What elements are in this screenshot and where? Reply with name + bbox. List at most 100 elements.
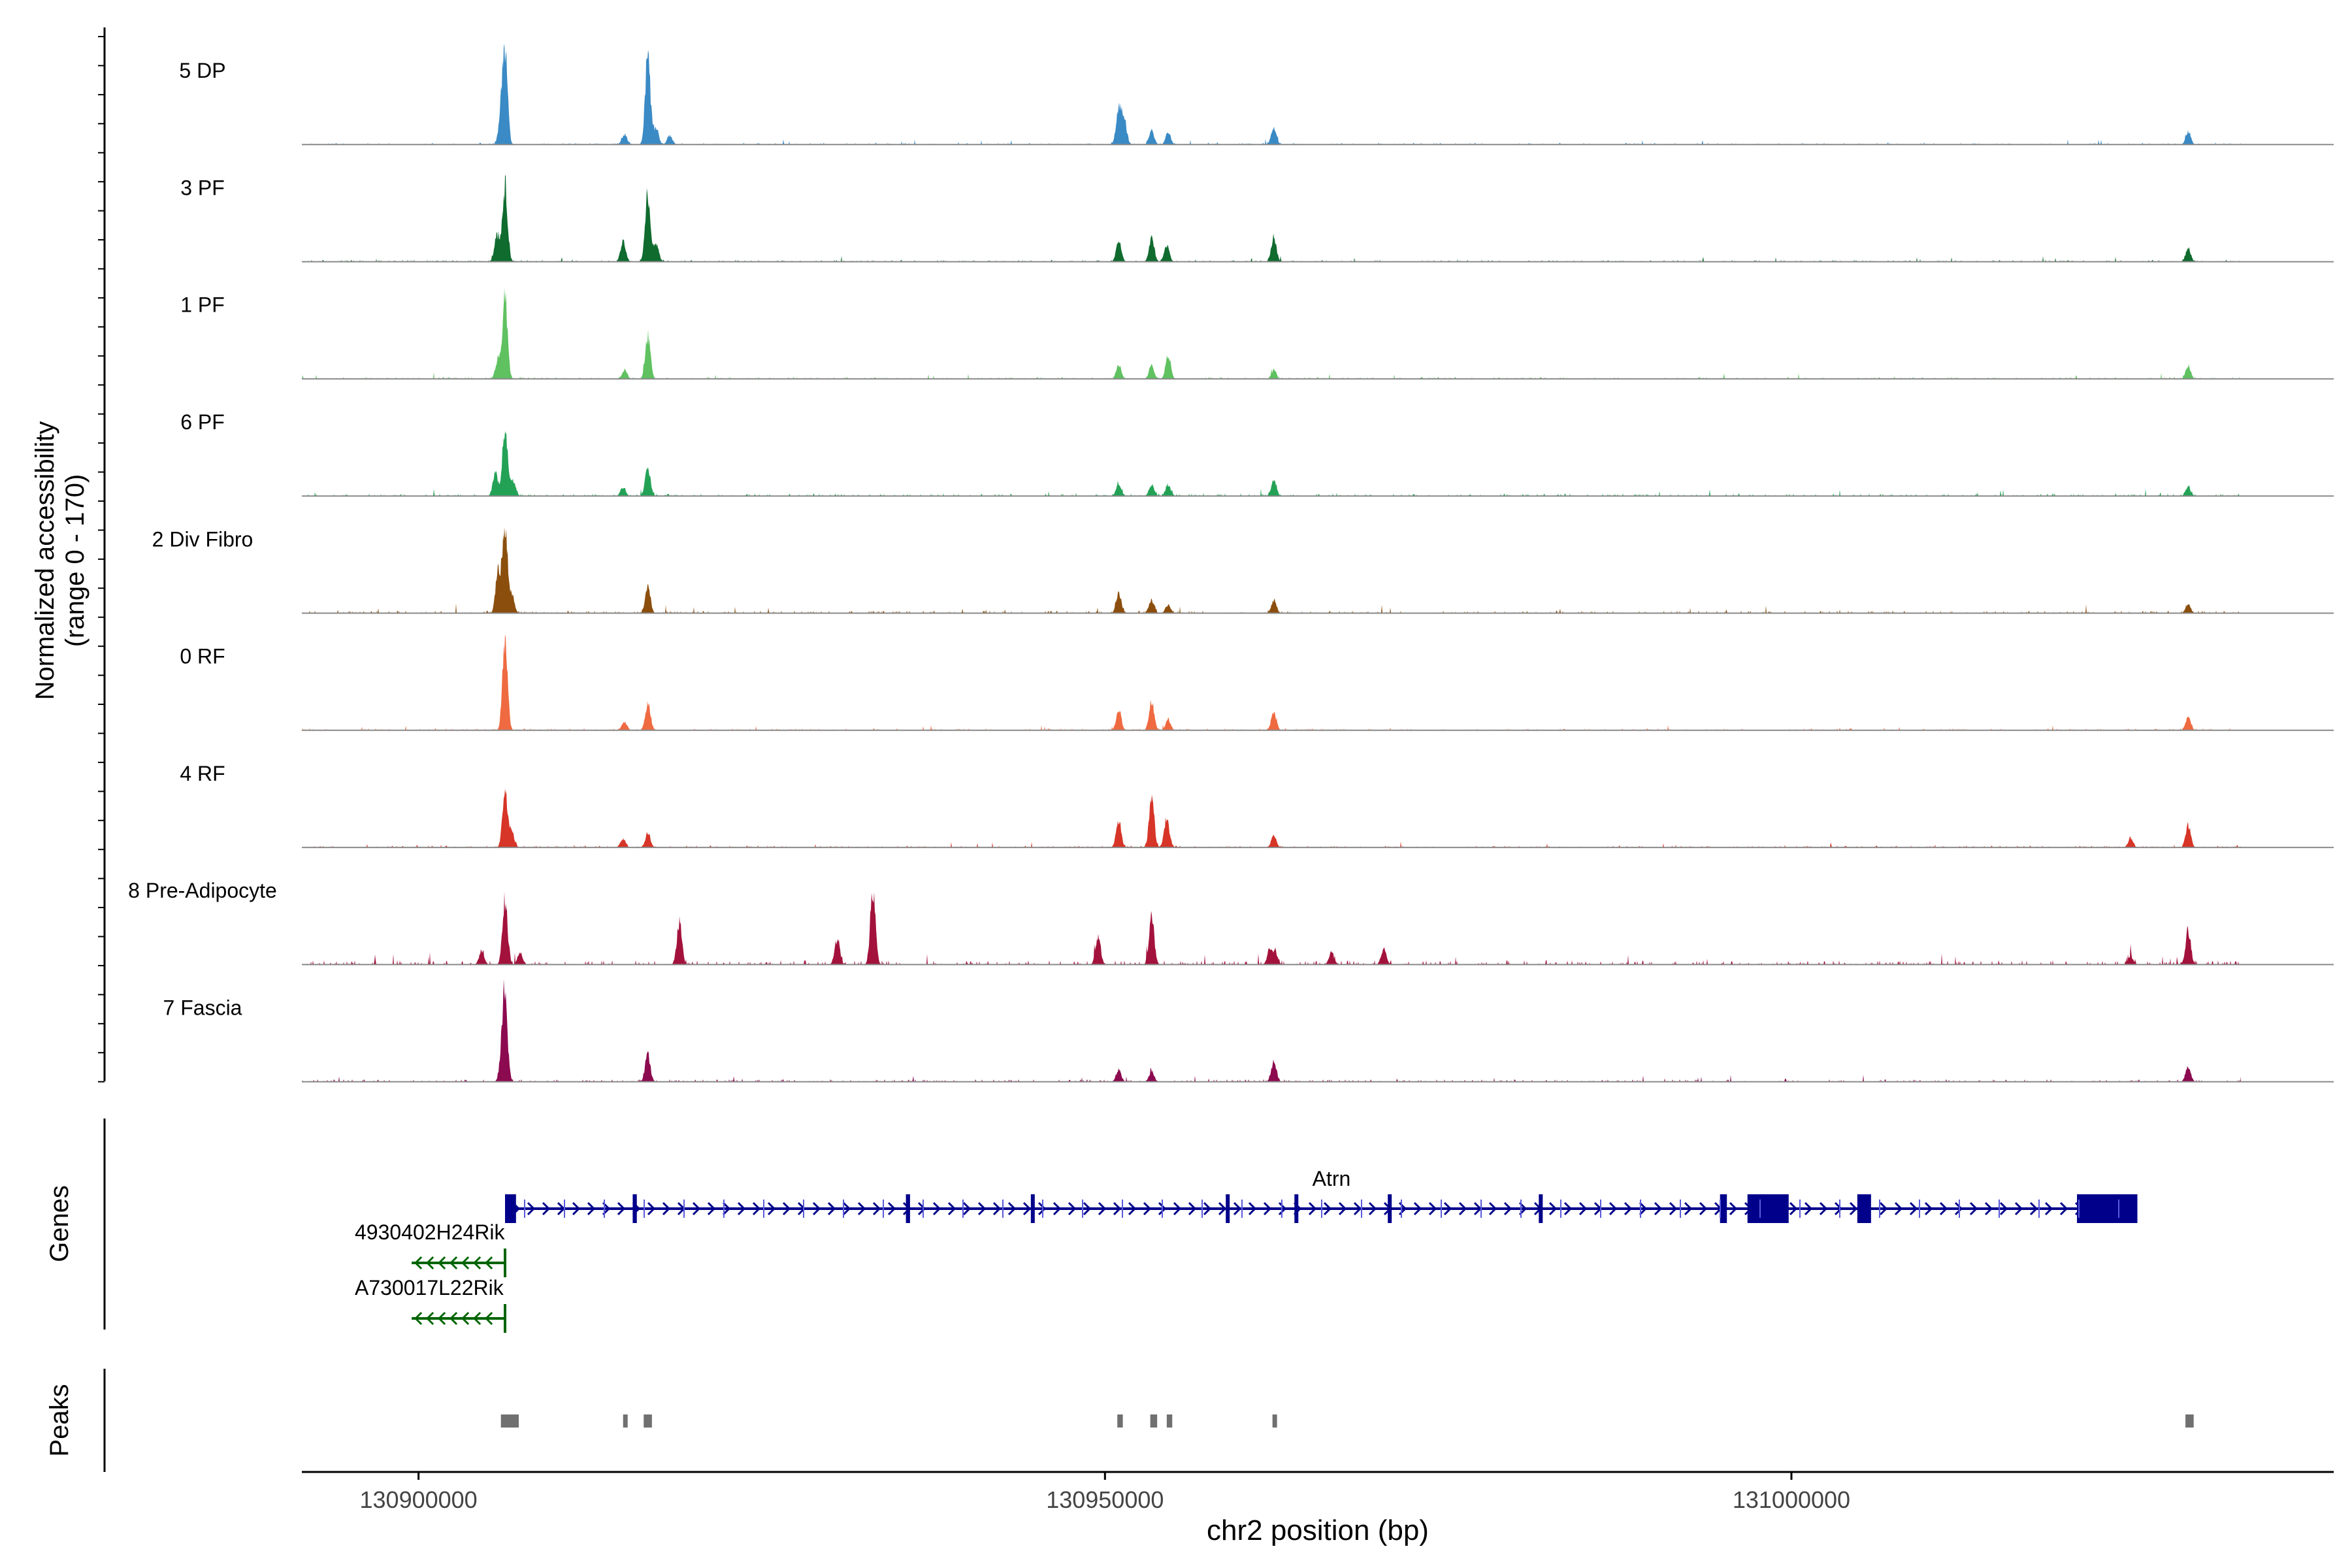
x-axis-tick-label: 130950000 xyxy=(1046,1486,1164,1513)
gene-atrn-strand-arrow xyxy=(1834,1201,1843,1216)
track-label: 2 Div Fibro xyxy=(152,527,253,551)
gene-atrn-strand-arrow xyxy=(1999,1201,2008,1216)
gene-atrn-exon xyxy=(632,1194,637,1223)
coverage-signal xyxy=(302,431,2241,497)
gene-atrn-strand-arrow xyxy=(1729,1201,1738,1216)
gene-atrn-strand-arrow xyxy=(1128,1201,1137,1216)
coverage-signal xyxy=(302,287,2241,379)
gene-atrn-strand-arrow xyxy=(1849,1201,1858,1216)
gene-atrn-strand-arrow xyxy=(1563,1201,1573,1216)
y-axis-title: Normalized accessibility xyxy=(31,421,59,700)
gene-atrn-strand-arrow xyxy=(1248,1201,1257,1216)
gene-atrn-strand-arrow xyxy=(857,1201,866,1216)
gene-strand-arrow xyxy=(437,1256,446,1270)
gene-atrn-strand-arrow xyxy=(2059,1201,2068,1216)
gene-atrn-strand-arrow xyxy=(2029,1201,2038,1216)
gene-atrn-strand-arrow xyxy=(1954,1201,1963,1216)
gene-atrn-strand-arrow xyxy=(1098,1201,1107,1216)
gene-atrn-strand-arrow xyxy=(782,1201,791,1216)
track-label: 5 DP xyxy=(179,59,225,82)
gene-atrn-strand-arrow xyxy=(842,1201,851,1216)
gene-atrn-strand-arrow xyxy=(1158,1201,1167,1216)
coverage-y-axis xyxy=(98,27,106,1083)
gene-atrn-strand-arrow xyxy=(1624,1201,1633,1216)
gene-atrn-strand-arrow xyxy=(1068,1201,1077,1216)
gene-atrn-strand-arrow xyxy=(572,1201,581,1216)
gene-atrn-strand-arrow xyxy=(1609,1201,1618,1216)
gene-atrn-strand-arrow xyxy=(1548,1201,1558,1216)
gene-atrn-strand-arrow xyxy=(1037,1201,1047,1216)
gene-atrn-strand-arrow xyxy=(1218,1201,1227,1216)
peaks-track: Peaks xyxy=(45,1369,2194,1472)
gene-atrn-strand-arrow xyxy=(1413,1201,1422,1216)
y-axis-range: (range 0 - 170) xyxy=(61,474,90,647)
gene-label: A730017L22Rik xyxy=(355,1276,504,1299)
gene-strand-arrow xyxy=(461,1256,470,1270)
gene-strand-arrow xyxy=(472,1256,482,1270)
track-label: 6 PF xyxy=(180,410,225,434)
gene-atrn-strand-arrow xyxy=(1789,1201,1798,1216)
gene-atrn-strand-arrow xyxy=(527,1201,536,1216)
track-label: 0 RF xyxy=(180,645,225,668)
x-axis-title: chr2 position (bp) xyxy=(1207,1514,1429,1546)
x-axis-tick-label: 131000000 xyxy=(1733,1486,1850,1513)
gene-atrn-strand-arrow xyxy=(1353,1201,1362,1216)
gene-atrn-exon xyxy=(1030,1194,1035,1223)
gene-atrn-strand-arrow xyxy=(1308,1201,1317,1216)
peaks-track-label: Peaks xyxy=(45,1384,74,1456)
gene-atrn-strand-arrow xyxy=(1083,1201,1092,1216)
gene-strand-arrow xyxy=(437,1311,446,1326)
coverage-track: 5 DP xyxy=(179,43,2334,146)
genes-track: Genes Atrn 4930402H24Rik A730017L22Rik xyxy=(45,1119,2138,1333)
gene-atrn-strand-arrow xyxy=(737,1201,746,1216)
gene-atrn-strand-arrow xyxy=(1368,1201,1377,1216)
gene-atrn-strand-arrow xyxy=(1143,1201,1152,1216)
coverage-track: 4 RF xyxy=(180,762,2334,849)
coverage-tracks: 5 DP 3 PF 1 PF 6 PF 2 Div Fibro 0 RF 4 RF 8 Pre… xyxy=(128,43,2334,1083)
gene-strand-arrow xyxy=(461,1311,470,1326)
gene-atrn-strand-arrow xyxy=(767,1201,776,1216)
gene-atrn-strand-arrow xyxy=(1443,1201,1452,1216)
gene-atrn-strand-arrow xyxy=(1203,1201,1212,1216)
gene-atrn-strand-arrow xyxy=(977,1201,987,1216)
gene-atrn-strand-arrow xyxy=(1113,1201,1122,1216)
gene-atrn-strand-arrow xyxy=(1909,1201,1918,1216)
gene-atrn-strand-arrow xyxy=(1338,1201,1347,1216)
gene-atrn-exon xyxy=(2077,1194,2138,1223)
coverage-signal xyxy=(302,527,2241,613)
gene-atrn-strand-arrow xyxy=(887,1201,896,1216)
gene-atrn-exon xyxy=(1747,1194,1789,1223)
track-label: 4 RF xyxy=(180,762,225,785)
gene-atrn-strand-arrow xyxy=(1939,1201,1948,1216)
gene-atrn-exon xyxy=(1226,1194,1230,1223)
gene-atrn-strand-arrow xyxy=(1458,1201,1467,1216)
gene-atrn-strand-arrow xyxy=(1669,1201,1678,1216)
gene-atrn-strand-arrow xyxy=(1819,1201,1828,1216)
gene-strand-arrow xyxy=(472,1311,482,1326)
x-axis-tick-label: 130900000 xyxy=(360,1486,478,1513)
gene-minus-strand: 4930402H24Rik xyxy=(355,1220,506,1277)
gene-atrn-strand-arrow xyxy=(647,1201,656,1216)
gene-atrn: Atrn xyxy=(505,1167,2138,1223)
gene-atrn-strand-arrow xyxy=(872,1201,881,1216)
gene-atrn-strand-arrow xyxy=(1188,1201,1197,1216)
coverage-signal xyxy=(302,174,2241,262)
gene-strand-arrow xyxy=(425,1311,434,1326)
gene-atrn-strand-arrow xyxy=(1428,1201,1437,1216)
gene-label-atrn: Atrn xyxy=(1313,1167,1351,1190)
coverage-track: 7 Fascia xyxy=(163,979,2334,1083)
peak-region xyxy=(644,1414,652,1428)
gene-atrn-strand-arrow xyxy=(707,1201,716,1216)
peak-region xyxy=(500,1414,519,1428)
gene-strand-arrow xyxy=(414,1311,423,1326)
gene-atrn-exon xyxy=(906,1194,910,1223)
peak-region xyxy=(1150,1414,1158,1428)
gene-strand-arrow xyxy=(449,1256,458,1270)
gene-strand-arrow xyxy=(425,1256,434,1270)
coverage-track: 3 PF xyxy=(180,174,2334,263)
gene-atrn-strand-arrow xyxy=(932,1201,941,1216)
gene-atrn-strand-arrow xyxy=(827,1201,836,1216)
peak-region xyxy=(2185,1414,2194,1428)
gene-atrn-strand-arrow xyxy=(752,1201,761,1216)
